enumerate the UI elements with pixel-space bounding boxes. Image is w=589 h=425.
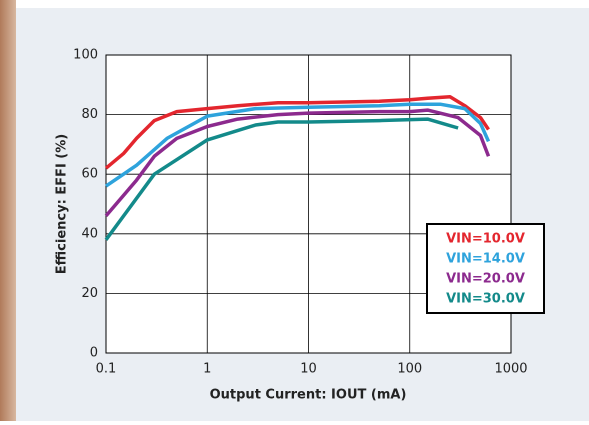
y-axis-label: Efficiency: EFFI (%) bbox=[55, 134, 70, 274]
line bbox=[104, 117, 459, 241]
x-tick-label: 0.1 bbox=[96, 362, 117, 377]
x-tick-label: 1000 bbox=[494, 362, 527, 377]
legend-entry: VIN=14.0V bbox=[446, 252, 525, 267]
x-axis-label: Output Current: IOUT (mA) bbox=[210, 388, 407, 403]
legend-entry: VIN=30.0V bbox=[446, 292, 525, 307]
line bbox=[105, 102, 491, 188]
line bbox=[104, 94, 490, 170]
legend-box bbox=[426, 223, 545, 314]
photo-strip bbox=[0, 0, 16, 421]
legend-entry: VIN=20.0V bbox=[446, 272, 525, 287]
x-tick-label: 10 bbox=[300, 362, 317, 377]
y-tick-label: 40 bbox=[81, 226, 98, 241]
legend-entry: VIN=10.0V bbox=[446, 232, 525, 247]
x-tick-label: 1 bbox=[203, 362, 211, 377]
line bbox=[104, 108, 491, 218]
y-tick-label: 100 bbox=[73, 48, 98, 63]
y-tick-label: 80 bbox=[81, 107, 98, 122]
y-tick-label: 60 bbox=[81, 167, 98, 182]
x-tick-label: 100 bbox=[397, 362, 422, 377]
y-tick-label: 20 bbox=[81, 286, 98, 301]
y-tick-label: 0 bbox=[90, 346, 98, 361]
